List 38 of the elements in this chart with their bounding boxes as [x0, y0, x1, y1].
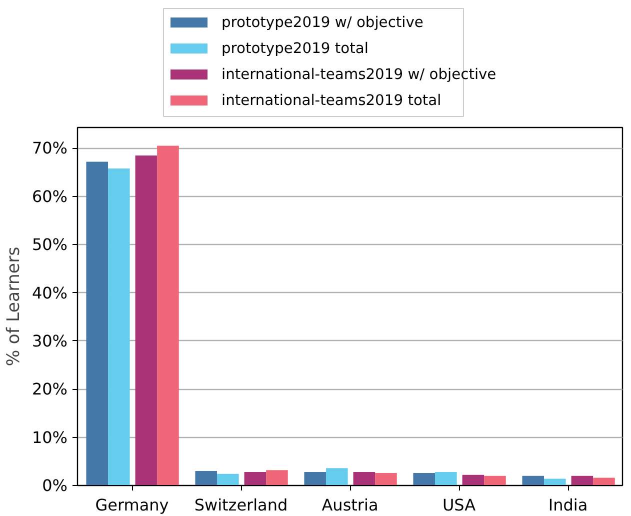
bar	[413, 472, 436, 486]
x-tick-label: Switzerland	[194, 496, 288, 514]
bar	[135, 155, 158, 486]
bar	[244, 472, 266, 486]
y-tick-label: 60%	[32, 186, 68, 206]
legend-label: prototype2019 w/ objective	[222, 14, 424, 31]
bar	[86, 162, 108, 486]
bar	[462, 474, 484, 486]
y-tick-label: 40%	[32, 283, 68, 302]
bar	[195, 471, 218, 486]
bar	[108, 168, 130, 486]
bar	[435, 472, 457, 486]
y-tick-label: 0%	[42, 476, 68, 495]
bar	[326, 468, 348, 486]
legend-label: prototype2019 total	[222, 40, 368, 57]
bar	[353, 472, 376, 486]
bar	[375, 472, 397, 486]
y-tick-label: 70%	[32, 138, 68, 158]
bar	[484, 476, 506, 486]
y-axis-title: % of Learners	[4, 246, 24, 366]
bar	[157, 146, 179, 486]
bar	[571, 476, 594, 486]
y-tick-label: 50%	[32, 235, 68, 254]
bar	[593, 478, 615, 486]
x-tick-label: Austria	[322, 496, 378, 514]
bar	[266, 470, 288, 486]
x-tick-label: Germany	[95, 496, 169, 514]
bar	[304, 472, 326, 486]
x-tick-label: India	[548, 496, 588, 514]
y-tick-label: 20%	[32, 380, 68, 399]
legend-label: international-teams2019 total	[222, 92, 442, 109]
legend-label: international-teams2019 w/ objective	[222, 66, 496, 83]
y-tick-label: 10%	[32, 428, 68, 447]
x-tick-label: USA	[442, 496, 476, 514]
y-tick-label: 30%	[32, 331, 68, 350]
bar	[544, 478, 566, 486]
bar	[217, 474, 239, 486]
bar	[522, 476, 544, 486]
